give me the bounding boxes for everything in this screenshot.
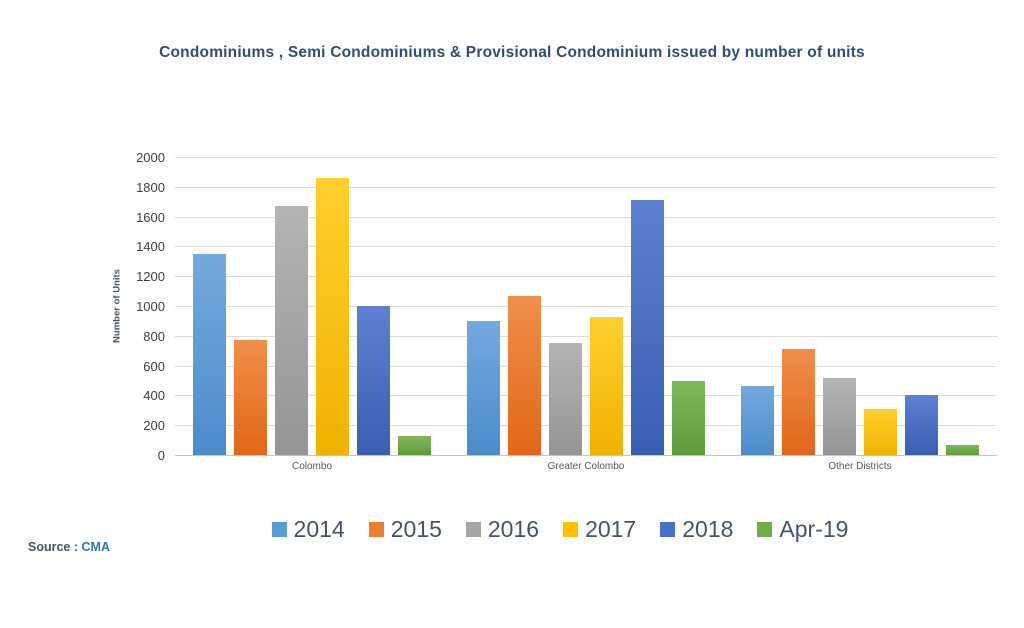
y-tick-label-600: 600 xyxy=(143,358,165,374)
category-label-colombo: Colombo xyxy=(291,461,333,472)
y-tick-label-400: 400 xyxy=(143,388,165,404)
bar-2015-colombo xyxy=(234,340,267,455)
legend-label-2017: 2017 xyxy=(585,516,637,542)
source-label: Source : xyxy=(28,540,82,554)
legend-swatch-2016 xyxy=(465,522,481,537)
y-tick-label-1200: 1200 xyxy=(136,269,165,285)
bar-2015-other-districts xyxy=(782,349,815,455)
legend-swatch-2014 xyxy=(271,522,287,537)
gridline-1600 xyxy=(175,216,997,218)
bar-apr-19-greater-colombo xyxy=(672,380,705,455)
y-tick-label-800: 800 xyxy=(143,328,165,344)
bar-apr-19-colombo xyxy=(398,435,431,455)
source-line: Source : CMA xyxy=(28,540,110,554)
y-tick-label-1800: 1800 xyxy=(136,179,165,195)
bar-2014-greater-colombo xyxy=(467,320,500,455)
gridline-800 xyxy=(175,335,997,337)
bar-2018-greater-colombo xyxy=(631,200,664,455)
legend-swatch-2018 xyxy=(660,522,676,537)
gridline-400 xyxy=(175,395,997,397)
legend-item-2016: 2016 xyxy=(465,516,540,542)
legend-swatch-apr-19 xyxy=(757,522,773,537)
bar-2018-other-districts xyxy=(905,395,938,455)
legend-swatch-2015 xyxy=(368,522,384,537)
legend-item-2017: 2017 xyxy=(563,518,636,541)
plot-area: Colombo Greater Colombo Other Districts xyxy=(175,157,997,472)
legend-label-2015: 2015 xyxy=(390,516,442,542)
bar-2016-colombo xyxy=(275,206,308,455)
legend-item-2018: 2018 xyxy=(660,518,733,541)
gridline-600 xyxy=(175,365,997,367)
gridline-1000 xyxy=(175,306,997,307)
y-tick-label-2000: 2000 xyxy=(136,150,165,165)
bar-2016-greater-colombo xyxy=(549,343,582,455)
gridline-200 xyxy=(175,425,997,427)
bar-2017-colombo xyxy=(316,177,349,455)
chart-title: Condominiums , Semi Condominiums & Provi… xyxy=(159,44,865,61)
legend-item-2014: 2014 xyxy=(271,516,345,542)
bar-2016-other-districts xyxy=(823,377,856,455)
bar-2017-other-districts xyxy=(864,408,897,455)
bar-2014-colombo xyxy=(193,253,226,455)
y-tick-label-1000: 1000 xyxy=(136,299,165,314)
legend: 2014 2015 2016 2017 2018 Apr-19 xyxy=(120,518,1000,541)
y-tick-label-0: 0 xyxy=(157,448,165,463)
y-tick-label-1400: 1400 xyxy=(136,239,165,255)
legend-label-2018: 2018 xyxy=(682,516,734,542)
gridline-2000 xyxy=(175,157,997,158)
bar-2014-other-districts xyxy=(741,386,774,455)
bar-apr-19-other-districts xyxy=(946,445,979,455)
y-tick-label-200: 200 xyxy=(143,418,165,434)
legend-label-apr-19: Apr-19 xyxy=(779,516,849,542)
gridline-1800 xyxy=(175,186,997,188)
category-label-greater-colombo: Greater Colombo xyxy=(547,461,625,472)
gridline-0 xyxy=(175,455,997,456)
legend-label-2014: 2014 xyxy=(293,516,345,542)
bar-2017-greater-colombo xyxy=(590,317,623,455)
bar-2018-colombo xyxy=(357,306,390,455)
legend-item-2015: 2015 xyxy=(368,516,442,542)
category-label-other-districts: Other Districts xyxy=(828,461,892,472)
gridline-1400 xyxy=(175,246,997,248)
source-value: CMA xyxy=(81,540,110,554)
y-tick-label-1600: 1600 xyxy=(136,209,165,225)
legend-swatch-2017 xyxy=(563,522,579,537)
legend-label-2016: 2016 xyxy=(487,516,540,542)
gridline-1200 xyxy=(175,276,997,278)
legend-item-apr-19: Apr-19 xyxy=(757,518,848,541)
bar-2015-greater-colombo xyxy=(508,295,541,455)
